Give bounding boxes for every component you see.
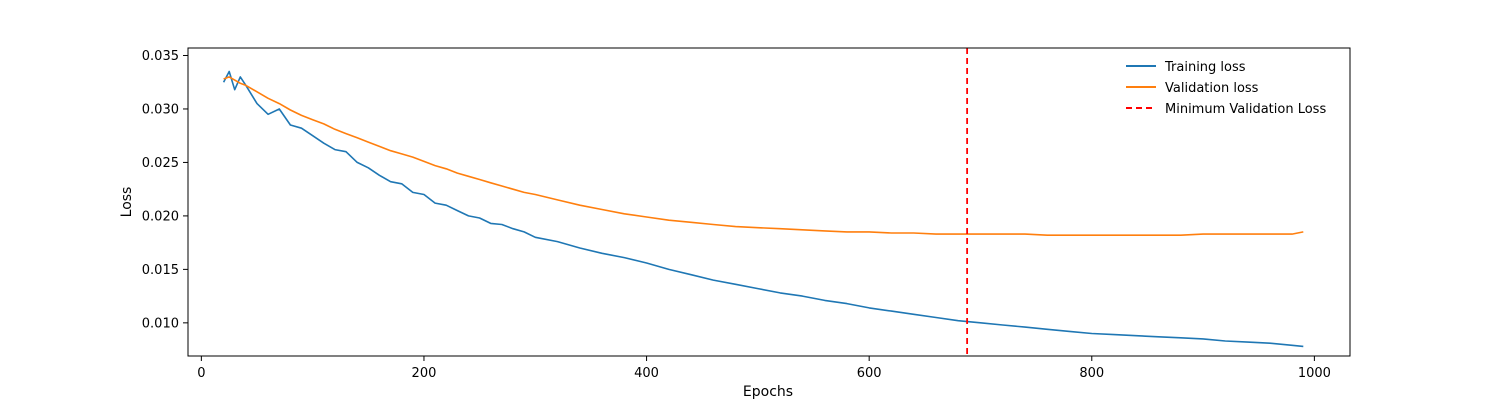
training-loss-line (222, 70, 1304, 348)
legend-label-training: Training loss (1164, 60, 1246, 75)
x-tick-label: 200 (412, 366, 437, 381)
y-axis: 0.010 0.015 0.020 0.025 0.030 0.035 (142, 49, 188, 331)
legend-label-validation: Validation loss (1165, 81, 1259, 96)
y-tick-label: 0.010 (142, 316, 179, 331)
validation-loss-line (223, 76, 1304, 236)
legend: Training loss Validation loss Minimum Va… (1126, 60, 1326, 117)
legend-label-min-val: Minimum Validation Loss (1165, 102, 1326, 117)
plot-frame (187, 47, 1351, 357)
x-axis-label: Epochs (743, 384, 793, 400)
x-tick-label: 600 (857, 366, 882, 381)
y-tick-label: 0.035 (142, 49, 179, 64)
y-axis-label: Loss (119, 187, 135, 218)
x-tick-label: 0 (197, 366, 205, 381)
y-tick-label: 0.025 (142, 156, 179, 171)
x-tick-label: 1000 (1298, 366, 1331, 381)
y-tick-label: 0.015 (142, 263, 179, 278)
y-tick-label: 0.030 (142, 102, 179, 117)
x-tick-label: 800 (1079, 366, 1104, 381)
plot-area (222, 48, 1304, 356)
y-tick-label: 0.020 (142, 209, 179, 224)
x-axis: 0 200 400 600 800 1000 (197, 356, 1331, 381)
x-tick-label: 400 (634, 366, 659, 381)
